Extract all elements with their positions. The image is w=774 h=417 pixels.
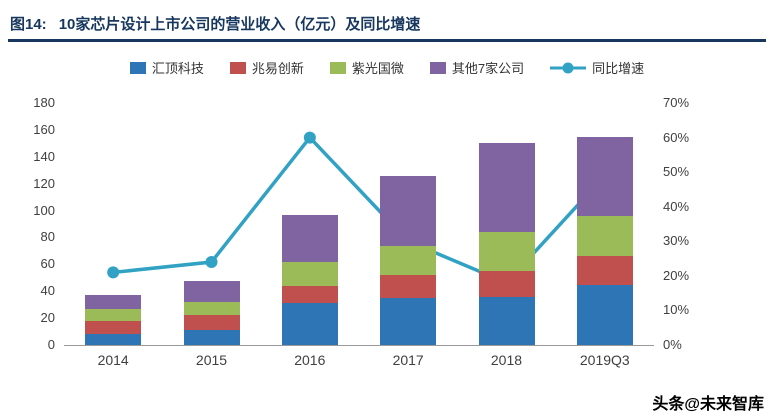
bar-segment-zhaoyi <box>183 315 240 331</box>
bar-segment-zhaoyi <box>576 256 633 285</box>
bar-segment-ziguang <box>85 308 142 321</box>
bar-segment-zhaoyi <box>380 275 437 298</box>
legend-label: 其他7家公司 <box>451 61 525 76</box>
bar-segment-ziguang <box>281 261 338 286</box>
legend-label: 紫光国微 <box>351 61 404 76</box>
bar-segment-ziguang <box>380 245 437 276</box>
right-axis-tick: 10% <box>663 302 690 318</box>
bar-segment-zhaoyi <box>281 285 338 304</box>
plot-area <box>64 103 654 346</box>
x-axis-label-2015: 2015 <box>195 352 228 368</box>
stacked-bar-2018 <box>478 143 535 345</box>
legend-label: 汇顶科技 <box>151 61 204 76</box>
right-axis-tick: 50% <box>663 164 690 180</box>
stacked-bar-2019Q3 <box>576 136 633 345</box>
growth-line <box>107 131 611 289</box>
right-axis-tick: 20% <box>663 267 690 283</box>
legend-item-others7: 其他7家公司 <box>429 58 525 77</box>
bar-segment-huiding <box>85 334 142 345</box>
left-axis-tick: 100 <box>33 202 55 218</box>
bar-segment-huiding <box>478 296 535 345</box>
x-axis-label-2019Q3: 2019Q3 <box>579 352 630 368</box>
stacked-bar-2016 <box>281 214 338 345</box>
x-axis-label-2014: 2014 <box>97 352 129 368</box>
legend-item-ziguang: 紫光国微 <box>329 58 404 77</box>
left-axis-tick: 80 <box>40 229 55 245</box>
left-axis-tick: 180 <box>33 95 55 110</box>
legend-swatch-icon <box>429 61 446 74</box>
bar-segment-others7 <box>85 295 142 309</box>
x-axis: 2014 2015 2016 2017 2018 2019Q3 <box>64 352 654 368</box>
legend-line-marker-icon <box>550 61 587 75</box>
growth-line-marker <box>303 131 316 144</box>
legend-item-zhaoyi: 兆易创新 <box>229 58 304 77</box>
figure-label: 图14: <box>10 16 47 33</box>
stacked-bar-2014 <box>85 295 142 345</box>
x-axis-label-2017: 2017 <box>392 352 424 368</box>
watermark: 头条@未来智库 <box>652 396 764 413</box>
right-axis-tick: 0% <box>663 337 682 352</box>
right-axis: 0% 10% 20% 30% 40% 50% 60% 70% <box>654 95 708 352</box>
bar-segment-huiding <box>576 284 633 345</box>
bar-segment-ziguang <box>576 215 633 257</box>
bar-segment-huiding <box>183 330 240 345</box>
legend-item-huiding: 汇顶科技 <box>129 58 204 77</box>
x-axis-label-2016: 2016 <box>294 352 326 368</box>
bar-segment-others7 <box>380 175 437 246</box>
bar-segment-others7 <box>478 143 535 233</box>
legend-swatch-icon <box>129 61 146 74</box>
bar-segment-zhaoyi <box>85 320 142 335</box>
growth-line-marker <box>107 266 120 279</box>
left-axis-tick: 40 <box>40 283 55 299</box>
title-divider <box>8 39 766 42</box>
legend-swatch-icon <box>329 61 346 74</box>
chart-area: 0 20 40 60 80 100 120 140 160 180 0% 10% 20% 30% 40% 5… <box>0 95 774 352</box>
left-axis-tick: 140 <box>33 148 55 164</box>
right-axis-tick: 30% <box>663 233 690 249</box>
figure-title: 10家芯片设计上市公司的营业收入（亿元）及同比增速 <box>58 16 421 33</box>
bar-segment-ziguang <box>183 302 240 316</box>
legend-label: 同比增速 <box>592 61 645 76</box>
bar-segment-others7 <box>281 214 338 262</box>
growth-line-marker <box>205 256 218 269</box>
left-axis-tick: 60 <box>40 256 55 272</box>
bar-segment-huiding <box>281 303 338 345</box>
legend-swatch-icon <box>229 61 246 74</box>
right-axis-tick: 70% <box>663 95 690 110</box>
right-axis-tick: 40% <box>663 198 690 214</box>
left-axis: 0 20 40 60 80 100 120 140 160 180 <box>16 95 64 352</box>
bar-segment-huiding <box>380 297 437 345</box>
bar-segment-ziguang <box>478 232 535 272</box>
legend-label: 兆易创新 <box>251 61 304 76</box>
legend-item-growth: 同比增速 <box>550 58 644 77</box>
x-axis-label-2018: 2018 <box>490 352 523 368</box>
chart-legend: 汇顶科技 兆易创新 紫光国微 其他7家公司 同比增速 <box>0 58 774 77</box>
left-axis-tick: 160 <box>33 121 55 137</box>
bar-segment-zhaoyi <box>478 271 535 297</box>
figure-header: 图14: 10家芯片设计上市公司的营业收入（亿元）及同比增速 <box>0 0 774 39</box>
left-axis-tick: 0 <box>47 337 55 352</box>
stacked-bar-2015 <box>183 280 240 345</box>
bar-segment-others7 <box>183 280 240 302</box>
bar-segment-others7 <box>576 136 633 216</box>
stacked-bar-2017 <box>380 175 437 345</box>
left-axis-tick: 120 <box>33 175 55 191</box>
right-axis-tick: 60% <box>663 129 690 145</box>
left-axis-tick: 20 <box>40 310 55 326</box>
